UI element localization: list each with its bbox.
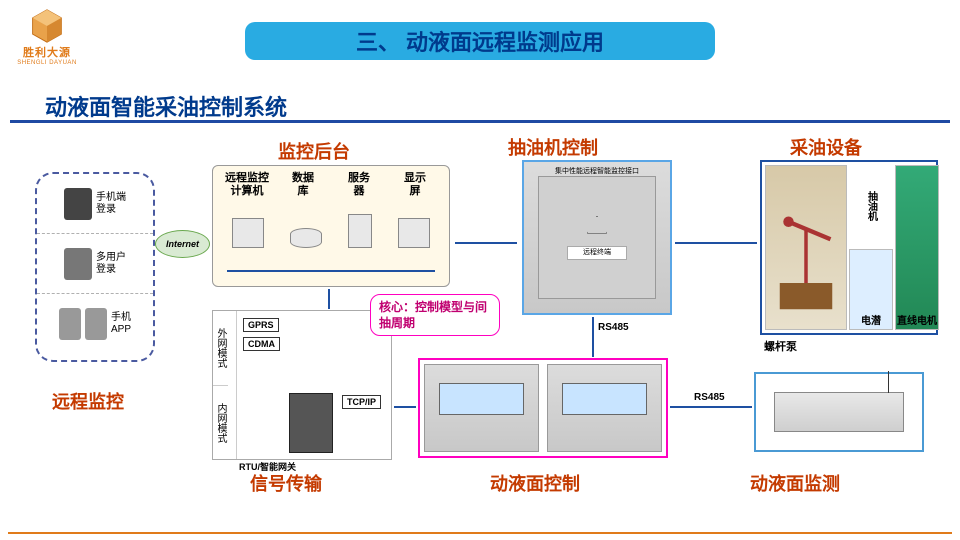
esp-label: 电潜 — [850, 312, 892, 327]
remote-monitor-box: 手机端 登录 多用户 登录 手机 APP — [35, 172, 155, 362]
lcd-screen-2 — [562, 383, 647, 415]
rodpump-label: 螺杆泵 — [764, 338, 797, 354]
label-pumpctrl: 抽油机控制 — [508, 134, 598, 160]
cabinet-top-label: 集中性能远程智能监控接口 — [524, 166, 670, 176]
backend-item-2: 服务 器 — [337, 172, 381, 198]
app-icon-2 — [85, 308, 107, 340]
conn-pumpctrl-equip — [675, 242, 757, 244]
backend-box: 远程监控 计算机 数据 库 服务 器 显示 屏 — [212, 165, 450, 287]
pumpjack-icon — [771, 173, 841, 323]
badge-tcpip: TCP/IP — [342, 395, 381, 409]
slide-title-bar: 三、 动液面远程监测应用 — [245, 22, 715, 60]
equip-esp: 电潜 — [849, 249, 893, 331]
logo-text: 胜利大源 — [12, 44, 82, 60]
label-signal: 信号传输 — [250, 470, 322, 496]
label-remote: 远程监控 — [52, 388, 124, 414]
pump-controller-cabinet: 集中性能远程智能监控接口 远程终端 — [522, 160, 672, 315]
warning-icon — [587, 216, 607, 234]
rs485-label-2: RS485 — [694, 392, 725, 403]
label-equip: 采油设备 — [790, 134, 862, 160]
backend-item-3: 显示 屏 — [393, 172, 437, 198]
sensor-device — [774, 392, 904, 432]
backend-item-0: 远程监控 计算机 — [225, 172, 269, 198]
backend-icons — [219, 202, 443, 248]
badge-cdma: CDMA — [243, 337, 280, 351]
remote-row-label-1: 多用户 登录 — [96, 252, 126, 276]
conn-backend-signal — [328, 289, 330, 309]
remote-row-mobile: 手机端 登录 — [37, 174, 153, 234]
server-icon — [348, 214, 372, 248]
linear-label: 直线电机 — [896, 312, 938, 327]
signal-mode-ext: 外网模式 — [213, 311, 228, 385]
signal-mode-int: 内网模式 — [213, 385, 228, 459]
equip-linear: 直线电机 — [895, 165, 939, 330]
logo-subtext: SHENGLI DAYUAN — [12, 60, 82, 66]
equip-pumpjack-label: 抽油机 — [849, 165, 893, 247]
badge-gprs: GPRS — [243, 318, 279, 332]
rtu-device-icon — [289, 393, 333, 453]
remote-row-app: 手机 APP — [37, 294, 153, 354]
database-icon — [290, 228, 322, 248]
conn-backend-pumpctrl — [455, 242, 517, 244]
remote-row-label-0: 手机端 登录 — [96, 192, 126, 216]
internet-cloud: Internet — [155, 230, 210, 258]
bottom-rule — [8, 532, 952, 534]
equip-pumpjack — [765, 165, 847, 330]
oil-equipment-box: 抽油机 直线电机 电潜 — [760, 160, 938, 335]
core-callout: 核心：控制模型与间抽周期 — [370, 294, 500, 336]
slide-title: 三、 动液面远程监测应用 — [356, 25, 604, 57]
backend-item-1: 数据 库 — [281, 172, 325, 198]
app-icon — [59, 308, 81, 340]
cabinet-door: 远程终端 — [538, 176, 656, 299]
fluid-level-controller — [418, 358, 668, 458]
remote-row-multiuser: 多用户 登录 — [37, 234, 153, 294]
display-icon — [398, 218, 430, 248]
label-fluidmon: 动液面监测 — [750, 470, 840, 496]
conn-fluidctrl-monitor — [670, 406, 752, 408]
fluid-ctrl-left — [424, 364, 539, 452]
signal-mode-column: 外网模式 内网模式 — [213, 311, 237, 459]
remote-row-label-2: 手机 APP — [111, 312, 131, 336]
subtitle-underline — [10, 120, 950, 123]
pumpjack-vlabel: 抽油机 — [864, 191, 879, 221]
phone-icon — [64, 188, 92, 220]
fluid-level-monitor — [754, 372, 924, 452]
lcd-screen-1 — [439, 383, 524, 415]
logo-cube-icon — [29, 8, 65, 44]
rtu-label: RTU/智能网关 — [239, 460, 296, 473]
signal-box: 外网模式 内网模式 GPRS CDMA TCP/IP RTU/智能网关 — [212, 310, 392, 460]
company-logo: 胜利大源 SHENGLI DAYUAN — [12, 8, 82, 66]
backend-labels: 远程监控 计算机 数据 库 服务 器 显示 屏 — [219, 172, 443, 198]
cabinet-nameplate: 远程终端 — [567, 246, 627, 260]
rs485-label-1: RS485 — [598, 322, 629, 333]
signal-body: GPRS CDMA TCP/IP — [241, 315, 387, 455]
conn-signal-fluidctrl — [394, 406, 416, 408]
laptop-icon — [64, 248, 92, 280]
fluid-ctrl-right — [547, 364, 662, 452]
slide-subtitle: 动液面智能采油控制系统 — [45, 90, 287, 122]
label-backend: 监控后台 — [278, 138, 350, 164]
label-fluidctrl: 动液面控制 — [490, 470, 580, 496]
conn-pumpctrl-fluidctrl — [592, 317, 594, 357]
backend-bus-line — [227, 270, 435, 272]
computer-icon — [232, 218, 264, 248]
